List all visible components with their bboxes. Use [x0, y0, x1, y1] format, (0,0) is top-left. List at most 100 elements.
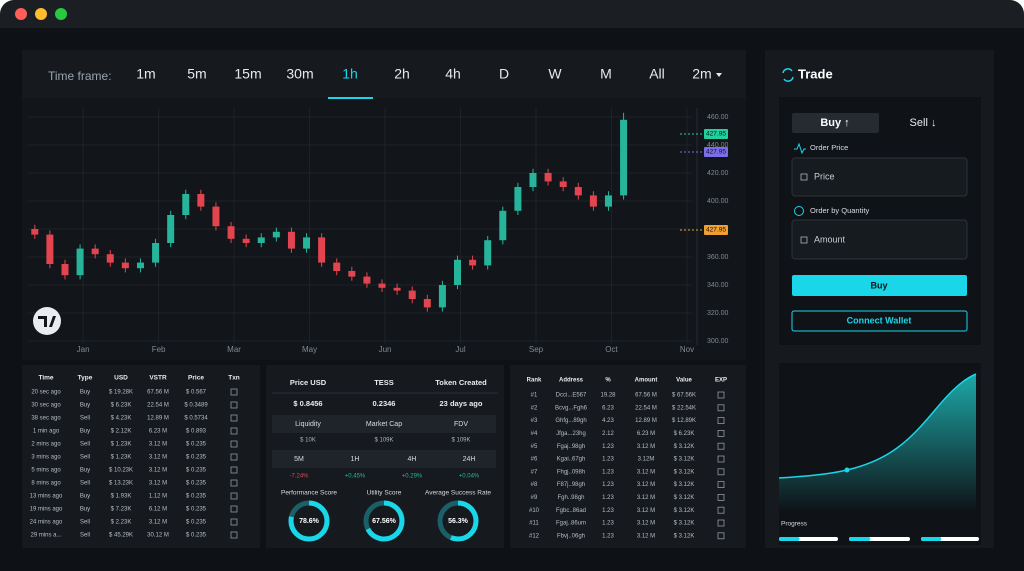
price-input[interactable]: [791, 157, 968, 197]
info-header: Price USD: [290, 378, 327, 387]
metric-value: $ 109K: [451, 438, 470, 444]
timeframe-option[interactable]: W: [548, 66, 562, 82]
table-cell: $ 0.893: [186, 429, 207, 435]
timeframe-option[interactable]: 15m: [234, 66, 261, 82]
candle-body: [303, 237, 311, 249]
y-tick-label: 360.00: [707, 254, 729, 261]
candle-body: [469, 259, 477, 266]
table-cell: 8 mins ago: [31, 481, 61, 487]
table-cell: 4.23: [602, 418, 614, 424]
connect-button[interactable]: [791, 310, 968, 332]
timeframe-option[interactable]: 2h: [394, 66, 410, 82]
table-cell: 5 mins ago: [31, 468, 61, 474]
table-cell: 6.23 M: [637, 431, 655, 437]
explorer-link-icon[interactable]: [717, 519, 725, 527]
table-cell: $ 0.235: [186, 507, 207, 513]
explorer-link-icon[interactable]: [717, 468, 725, 476]
y-tick-label: 460.00: [707, 114, 729, 121]
table-cell: Buy: [80, 468, 90, 474]
info-value: 0.2346: [373, 399, 396, 408]
candle-body: [393, 287, 401, 291]
timeframe-option[interactable]: 4h: [445, 66, 461, 82]
explorer-link-icon[interactable]: [717, 404, 725, 412]
progress-label: Progress: [781, 521, 808, 528]
txn-link-icon[interactable]: [230, 505, 238, 513]
explorer-link-icon[interactable]: [717, 532, 725, 540]
coin-icon: [794, 206, 804, 216]
timeframe-bar: [22, 50, 746, 98]
candle-body: [227, 226, 235, 239]
txn-link-icon[interactable]: [230, 466, 238, 474]
explorer-link-icon[interactable]: [717, 481, 725, 489]
table-cell: 2 mins ago: [31, 442, 61, 448]
connect-button-label[interactable]: Connect Wallet: [847, 315, 912, 325]
explorer-link-icon[interactable]: [717, 442, 725, 450]
table-cell: #10: [529, 508, 540, 514]
table-cell: Buy: [80, 507, 90, 513]
table-cell: 1.23: [602, 469, 614, 475]
buy-tab-bg[interactable]: [792, 113, 879, 133]
txn-link-icon[interactable]: [230, 440, 238, 448]
table-cell: $ 3.12K: [674, 444, 695, 450]
progress-bar-fill: [849, 537, 871, 541]
txn-link-icon[interactable]: [230, 414, 238, 422]
txn-link-icon[interactable]: [230, 531, 238, 539]
txn-link-icon[interactable]: [230, 427, 238, 435]
table-cell: #3: [531, 418, 538, 424]
explorer-link-icon[interactable]: [717, 455, 725, 463]
table-cell: 3.12 M: [637, 482, 655, 488]
dropdown-caret[interactable]: [716, 73, 722, 77]
timeframe-option[interactable]: 5m: [187, 66, 206, 82]
explorer-link-icon[interactable]: [717, 506, 725, 514]
candle-body: [514, 187, 522, 211]
timeframe-option[interactable]: M: [600, 66, 612, 82]
table-header: Type: [78, 375, 93, 382]
candle-body: [287, 231, 295, 249]
table-cell: $ 0.3489: [184, 403, 208, 409]
timeframe-option[interactable]: 30m: [286, 66, 313, 82]
txn-link-icon[interactable]: [230, 492, 238, 500]
minimize-button[interactable]: [35, 8, 47, 20]
candle-body: [167, 215, 175, 243]
price-tag: [704, 225, 728, 235]
pulse-icon: [794, 142, 806, 155]
table-cell: 30 sec ago: [31, 403, 61, 409]
explorer-link-icon[interactable]: [717, 493, 725, 501]
txn-link-icon[interactable]: [230, 453, 238, 461]
explorer-link-icon[interactable]: [717, 417, 725, 425]
buy-tab[interactable]: Buy ↑: [820, 117, 849, 129]
txn-link-icon[interactable]: [230, 388, 238, 396]
timeframe-option[interactable]: 2m: [692, 66, 711, 82]
table-cell: 1.23: [602, 521, 614, 527]
candle-body: [76, 248, 84, 276]
table-cell: $ 0.235: [186, 455, 207, 461]
x-tick-label: Oct: [605, 345, 618, 354]
txn-link-icon[interactable]: [230, 518, 238, 526]
txn-link-icon[interactable]: [230, 401, 238, 409]
timeframe-option[interactable]: D: [499, 66, 509, 82]
table-cell: $ 2.23K: [111, 520, 132, 526]
timeframe-option[interactable]: 1m: [136, 66, 155, 82]
metric-label: Liquidity: [295, 421, 321, 428]
table-cell: Sell: [80, 533, 90, 539]
table-cell: 3.12 M: [149, 520, 167, 526]
x-tick-label: May: [302, 345, 317, 354]
sell-tab[interactable]: Sell ↓: [910, 117, 937, 129]
explorer-link-icon[interactable]: [717, 391, 725, 399]
txn-link-icon[interactable]: [230, 479, 238, 487]
table-header: Time: [38, 375, 53, 382]
explorer-link-icon[interactable]: [717, 429, 725, 437]
buy-button[interactable]: [792, 275, 967, 296]
candle-body: [197, 194, 205, 207]
input-placeholder: Amount: [814, 234, 846, 244]
amount-input[interactable]: [791, 219, 968, 260]
table-cell: $ 0.5734: [184, 416, 208, 422]
table-cell: $ 3.12K: [674, 457, 695, 463]
maximize-button[interactable]: [55, 8, 67, 20]
buy-button-label[interactable]: Buy: [870, 280, 887, 290]
close-button[interactable]: [15, 8, 27, 20]
gauge-label: Performance Score: [281, 490, 337, 497]
timeframe-option[interactable]: All: [649, 66, 665, 82]
timeframe-option[interactable]: 1h: [342, 66, 358, 82]
gauge-label: Utility Score: [367, 490, 402, 497]
